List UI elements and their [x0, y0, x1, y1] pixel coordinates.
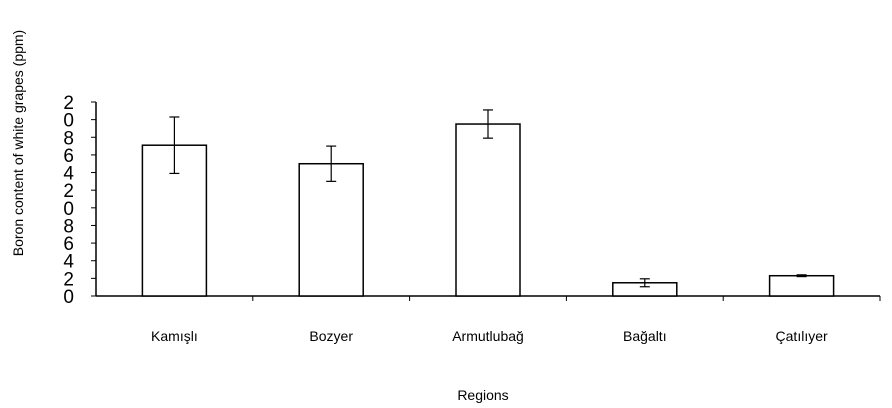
y-tick-label: 0	[63, 287, 74, 308]
x-tick-label: Bozyer	[309, 328, 353, 344]
bar	[768, 274, 835, 297]
error-bar	[483, 109, 493, 139]
error-bars	[169, 109, 807, 288]
y-tick-label: 2	[63, 181, 74, 202]
y-tick-label: 6	[63, 146, 74, 167]
y-tick-label: 8	[63, 128, 74, 149]
y-axis-title: Boron content of white grapes (ppm)	[10, 30, 26, 256]
x-tick-labels: Kamışlı Bozyer Armutlubağ Bağaltı Çatılıyer	[151, 328, 828, 344]
error-bar	[639, 278, 650, 288]
error-bar	[326, 145, 337, 182]
error-bar	[169, 116, 180, 175]
y-tick-label: 0	[63, 199, 74, 220]
bars	[141, 123, 835, 297]
y-tick-label: 2	[63, 269, 74, 290]
x-tick-label: Armutlubağ	[452, 328, 524, 344]
y-tick-label: 4	[63, 164, 74, 185]
bar	[298, 162, 364, 297]
y-tick-label: 6	[63, 234, 74, 255]
x-axis-title: Regions	[457, 387, 508, 403]
y-tick-label: 8	[63, 216, 74, 237]
y-tick-label: 0	[63, 111, 74, 132]
x-tick-label: Çatılıyer	[776, 328, 828, 344]
x-tick-label: Bağaltı	[623, 328, 667, 344]
y-tick-label: 2	[63, 93, 74, 114]
y-tick-label: 4	[63, 252, 74, 273]
x-tick-label: Kamışlı	[151, 328, 198, 344]
error-bar	[796, 274, 807, 278]
bar	[455, 123, 521, 297]
